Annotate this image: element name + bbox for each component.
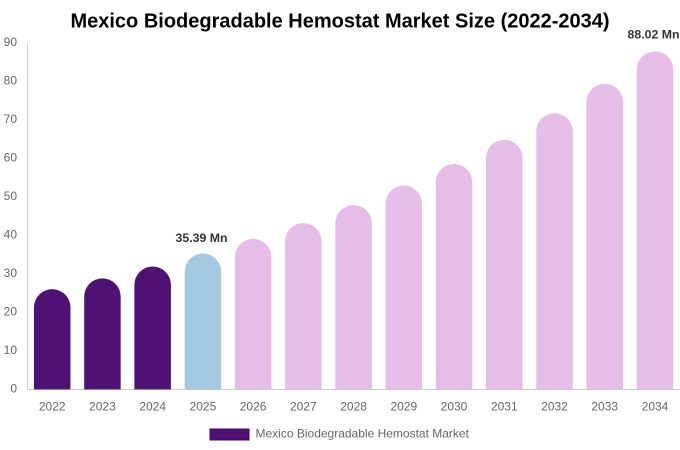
- svg-text:40: 40: [4, 228, 18, 242]
- svg-text:90: 90: [4, 35, 18, 49]
- svg-text:0: 0: [10, 382, 17, 396]
- svg-text:2029: 2029: [390, 400, 417, 414]
- svg-text:30: 30: [4, 266, 18, 280]
- svg-text:2034: 2034: [642, 400, 669, 414]
- svg-text:2027: 2027: [290, 400, 317, 414]
- svg-text:80: 80: [4, 74, 18, 88]
- svg-text:Mexico Biodegradable Hemostat: Mexico Biodegradable Hemostat Market Siz…: [70, 11, 609, 33]
- svg-text:2030: 2030: [441, 400, 468, 414]
- svg-text:88.02 Mn: 88.02 Mn: [628, 28, 680, 42]
- svg-text:2023: 2023: [89, 400, 116, 414]
- svg-text:50: 50: [4, 189, 18, 203]
- svg-text:2024: 2024: [139, 400, 166, 414]
- svg-text:Mexico Biodegradable Hemostat: Mexico Biodegradable Hemostat Market: [256, 427, 470, 441]
- svg-text:2025: 2025: [190, 400, 217, 414]
- svg-text:60: 60: [4, 151, 18, 165]
- svg-text:2022: 2022: [39, 400, 66, 414]
- svg-text:10: 10: [4, 343, 18, 357]
- svg-text:35.39 Mn: 35.39 Mn: [176, 231, 228, 245]
- svg-text:2032: 2032: [541, 400, 568, 414]
- svg-text:2028: 2028: [340, 400, 367, 414]
- svg-text:20: 20: [4, 305, 18, 319]
- svg-text:2033: 2033: [591, 400, 618, 414]
- svg-text:2031: 2031: [491, 400, 518, 414]
- svg-text:70: 70: [4, 112, 18, 126]
- svg-text:2026: 2026: [240, 400, 267, 414]
